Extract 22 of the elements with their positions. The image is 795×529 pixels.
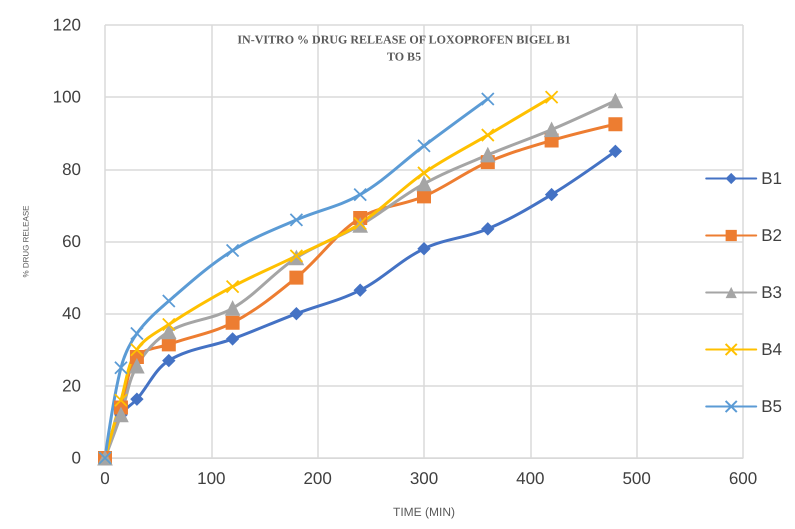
y-tick-label: 20 <box>62 376 81 396</box>
x-axis-title: TIME (MIN) <box>393 505 455 519</box>
legend-label: B4 <box>761 340 782 359</box>
y-tick-label: 0 <box>72 448 81 468</box>
y-tick-label: 80 <box>62 160 81 179</box>
y-tick-label: 40 <box>62 304 81 324</box>
x-tick-label: 100 <box>197 469 226 488</box>
text: IN-VITRO % DRUG RELEASE OF LOXOPROFEN BIGEL B1 TO B5 <box>237 32 571 64</box>
x-tick-label: 500 <box>622 469 651 488</box>
legend-label: B3 <box>761 283 782 302</box>
x-tick-label: 0 <box>100 469 110 488</box>
legend-label: B2 <box>761 226 782 245</box>
y-tick-label: 60 <box>62 232 81 251</box>
legend-label: B5 <box>761 397 782 416</box>
x-tick-label: 200 <box>303 469 332 488</box>
x-tick-label: 600 <box>728 469 758 488</box>
x-tick-label: 400 <box>516 469 545 488</box>
y-tick-label: 120 <box>52 16 81 34</box>
x-tick-label: 300 <box>410 469 438 488</box>
y-axis-title: % DRUG RELEASE <box>22 205 30 278</box>
legend-label: B1 <box>761 169 782 188</box>
y-tick-label: 100 <box>52 88 81 107</box>
